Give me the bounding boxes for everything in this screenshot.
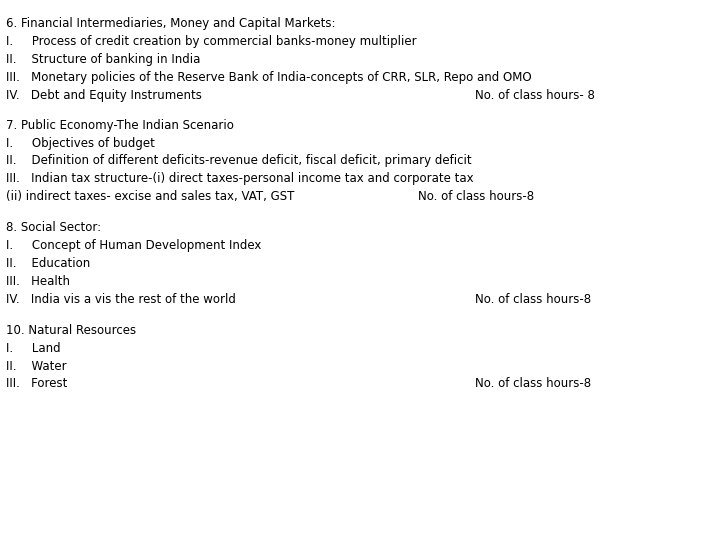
Text: 7. Public Economy-The Indian Scenario: 7. Public Economy-The Indian Scenario xyxy=(6,119,233,132)
Text: No. of class hours- 8: No. of class hours- 8 xyxy=(475,89,595,102)
Text: 10. Natural Resources: 10. Natural Resources xyxy=(6,324,136,337)
Text: No. of class hours-8: No. of class hours-8 xyxy=(475,377,591,390)
Text: III.   Health: III. Health xyxy=(6,275,70,288)
Text: 8. Social Sector:: 8. Social Sector: xyxy=(6,221,101,234)
Text: I.     Process of credit creation by commercial banks-money multiplier: I. Process of credit creation by commerc… xyxy=(6,35,416,48)
Text: 6. Financial Intermediaries, Money and Capital Markets:: 6. Financial Intermediaries, Money and C… xyxy=(6,17,336,30)
Text: II.    Structure of banking in India: II. Structure of banking in India xyxy=(6,53,200,66)
Text: II.    Definition of different deficits-revenue deficit, fiscal deficit, primary: II. Definition of different deficits-rev… xyxy=(6,154,472,167)
Text: (ii) indirect taxes- excise and sales tax, VAT, GST: (ii) indirect taxes- excise and sales ta… xyxy=(6,190,294,203)
Text: IV.   Debt and Equity Instruments: IV. Debt and Equity Instruments xyxy=(6,89,202,102)
Text: IV.   India vis a vis the rest of the world: IV. India vis a vis the rest of the worl… xyxy=(6,293,235,306)
Text: I.     Objectives of budget: I. Objectives of budget xyxy=(6,137,155,150)
Text: II.    Education: II. Education xyxy=(6,257,90,270)
Text: III.   Monetary policies of the Reserve Bank of India-concepts of CRR, SLR, Repo: III. Monetary policies of the Reserve Ba… xyxy=(6,71,531,84)
Text: I.     Concept of Human Development Index: I. Concept of Human Development Index xyxy=(6,239,261,252)
Text: III.   Indian tax structure-(i) direct taxes-personal income tax and corporate t: III. Indian tax structure-(i) direct tax… xyxy=(6,172,473,185)
Text: No. of class hours-8: No. of class hours-8 xyxy=(475,293,591,306)
Text: II.    Water: II. Water xyxy=(6,360,66,373)
Text: No. of class hours-8: No. of class hours-8 xyxy=(418,190,534,203)
Text: I.     Land: I. Land xyxy=(6,342,60,355)
Text: III.   Forest: III. Forest xyxy=(6,377,67,390)
